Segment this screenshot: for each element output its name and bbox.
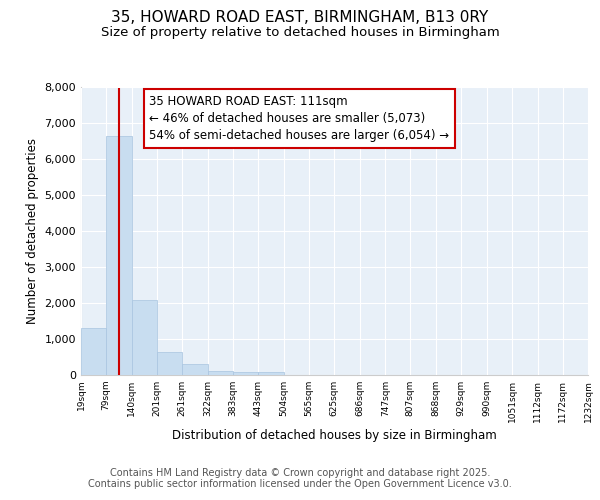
Bar: [182, 364, 208, 375]
Bar: [157, 352, 182, 375]
Bar: [258, 372, 284, 375]
Text: Contains HM Land Registry data © Crown copyright and database right 2025.: Contains HM Land Registry data © Crown c…: [110, 468, 490, 477]
Bar: [81, 328, 106, 375]
Text: 35 HOWARD ROAD EAST: 111sqm
← 46% of detached houses are smaller (5,073)
54% of : 35 HOWARD ROAD EAST: 111sqm ← 46% of det…: [149, 94, 449, 142]
Text: 35, HOWARD ROAD EAST, BIRMINGHAM, B13 0RY: 35, HOWARD ROAD EAST, BIRMINGHAM, B13 0R…: [112, 10, 488, 25]
Bar: [106, 136, 131, 375]
Bar: [233, 372, 258, 375]
Bar: [208, 370, 233, 375]
Text: Size of property relative to detached houses in Birmingham: Size of property relative to detached ho…: [101, 26, 499, 39]
Text: Contains public sector information licensed under the Open Government Licence v3: Contains public sector information licen…: [88, 479, 512, 489]
X-axis label: Distribution of detached houses by size in Birmingham: Distribution of detached houses by size …: [172, 429, 497, 442]
Y-axis label: Number of detached properties: Number of detached properties: [26, 138, 39, 324]
Bar: [131, 300, 157, 375]
